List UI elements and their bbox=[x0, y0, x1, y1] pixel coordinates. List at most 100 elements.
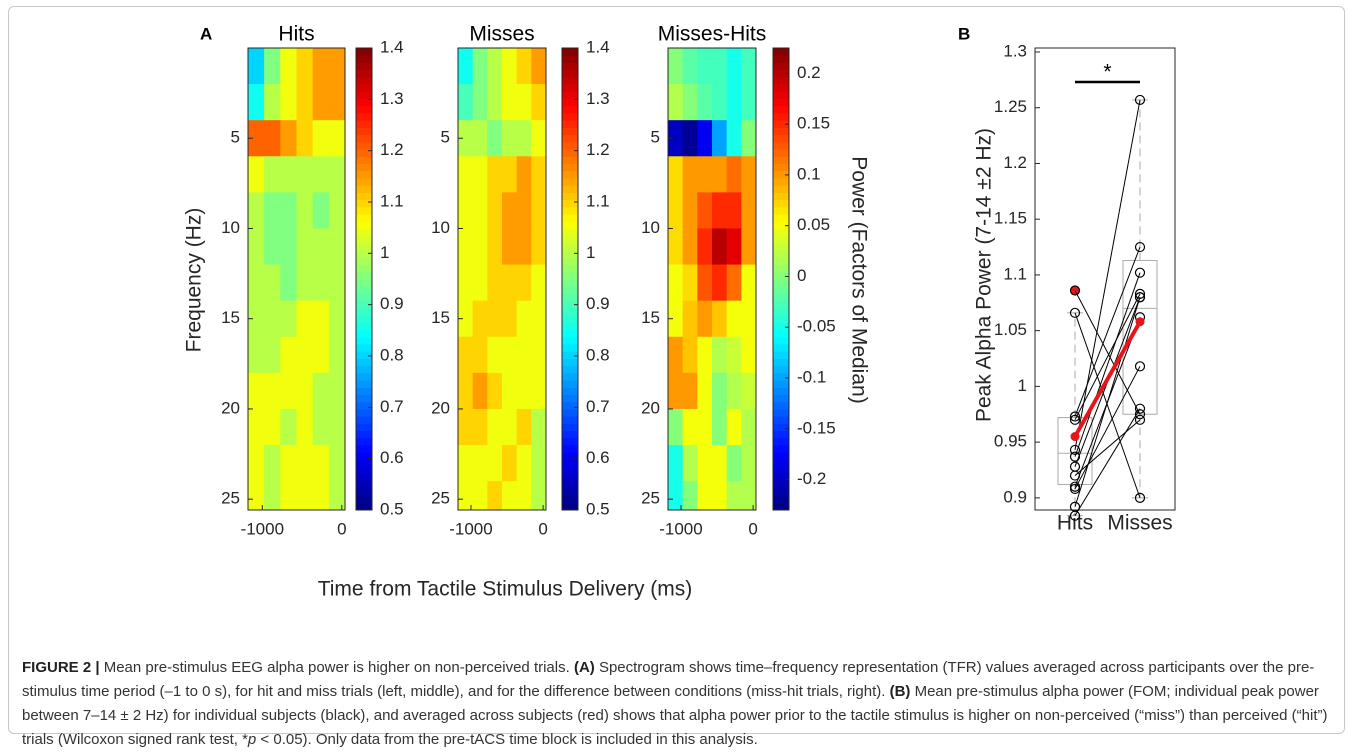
colorbar-step bbox=[356, 466, 372, 475]
heatmap-cell bbox=[280, 48, 297, 85]
colorbar-step bbox=[773, 170, 789, 179]
heatmap-cell bbox=[712, 445, 728, 482]
heatmap-cell bbox=[682, 300, 698, 338]
heatmap-cell bbox=[458, 48, 474, 85]
colorbar-step bbox=[773, 141, 789, 150]
colorbar-step bbox=[356, 481, 372, 489]
heatmap-cell bbox=[248, 228, 265, 266]
axes-box bbox=[1034, 47, 1176, 511]
heatmap-cell bbox=[516, 336, 532, 374]
y-tick-label: 5 bbox=[231, 128, 240, 147]
caption-text: Mean pre-stimulus EEG alpha power is hig… bbox=[99, 659, 574, 676]
heatmap-cell bbox=[280, 372, 297, 410]
colorbar-step bbox=[562, 163, 578, 172]
heatmap-cell bbox=[487, 120, 503, 157]
colorbar-step bbox=[562, 408, 578, 417]
heatmap-cell bbox=[487, 481, 503, 511]
colorbar-step bbox=[562, 170, 578, 179]
colorbar-step bbox=[356, 127, 372, 136]
colorbar-tick-label: -0.05 bbox=[797, 317, 836, 336]
y-tick-label: 25 bbox=[221, 489, 240, 508]
y-tick-label: 0.95 bbox=[994, 432, 1027, 451]
heatmap-cell bbox=[264, 156, 281, 193]
colorbar-step bbox=[773, 387, 789, 395]
colorbar-step bbox=[773, 423, 789, 432]
heatmap-cell bbox=[264, 192, 281, 229]
colorbar-step bbox=[562, 358, 578, 367]
heatmap-cell bbox=[458, 336, 474, 374]
subject-point bbox=[1069, 510, 1081, 521]
colorbar-step bbox=[356, 495, 372, 504]
colorbar-step bbox=[773, 307, 789, 316]
colorbar-step bbox=[562, 343, 578, 352]
heatmap-cell bbox=[487, 445, 503, 482]
colorbar-step bbox=[562, 98, 578, 107]
heatmap-cell bbox=[668, 300, 684, 338]
colorbar-step bbox=[356, 242, 372, 251]
colorbar-step bbox=[356, 336, 372, 345]
colorbar-step bbox=[356, 488, 372, 497]
colorbar-tick-label: 0.7 bbox=[586, 397, 610, 416]
colorbar-step bbox=[562, 112, 578, 121]
heatmap-cell bbox=[248, 408, 265, 446]
y-tick-label: 20 bbox=[221, 398, 240, 417]
heatmap-cell bbox=[296, 264, 314, 302]
colorbar-step bbox=[356, 185, 372, 193]
heatmap-cell bbox=[741, 481, 757, 511]
heatmap-cell bbox=[712, 156, 728, 193]
heatmap-cell bbox=[682, 336, 698, 374]
colorbar-step bbox=[562, 430, 578, 439]
heatmap-cell bbox=[312, 192, 330, 229]
heatmap-cell bbox=[741, 300, 757, 338]
colorbar-step bbox=[356, 69, 372, 78]
heatmap-cell bbox=[296, 48, 314, 85]
colorbar-step bbox=[356, 307, 372, 316]
heatmap-cell bbox=[458, 372, 474, 410]
colorbar-step bbox=[773, 257, 789, 266]
heatmap-cell bbox=[741, 372, 757, 410]
heatmap-cell bbox=[712, 192, 728, 229]
colorbar-tick-label: 1.1 bbox=[380, 191, 404, 210]
colorbar-tick-label: 1.2 bbox=[380, 140, 404, 159]
heatmap-cell bbox=[312, 120, 330, 157]
heatmap-cell bbox=[697, 264, 713, 302]
heatmap-cell bbox=[712, 408, 728, 446]
heatmap-cell bbox=[487, 336, 503, 374]
heatmap-cell bbox=[668, 408, 684, 446]
heatmap-cell bbox=[697, 336, 713, 374]
y-tick-label: 1 bbox=[1018, 376, 1027, 395]
colorbar-step bbox=[356, 91, 372, 100]
colorbar-step bbox=[356, 141, 372, 150]
colorbar-step bbox=[562, 315, 578, 323]
colorbar-step bbox=[562, 300, 578, 309]
subject-line bbox=[1074, 246, 1141, 417]
colorbar-step bbox=[773, 69, 789, 78]
colorbar-step bbox=[562, 91, 578, 100]
colorbar-step bbox=[562, 120, 578, 128]
colorbar-tick-label: 0.9 bbox=[380, 294, 404, 313]
colorbar-tick-label: 0.2 bbox=[797, 63, 821, 82]
colorbar-step bbox=[356, 170, 372, 179]
heatmap-cell bbox=[312, 48, 330, 85]
heatmap-cell bbox=[697, 481, 713, 511]
box bbox=[1057, 417, 1093, 485]
colorbar-step bbox=[356, 271, 372, 280]
heatmap-cell bbox=[264, 84, 281, 121]
heatmap-cell bbox=[248, 481, 265, 511]
y-axis-label: Frequency (Hz) bbox=[183, 208, 206, 353]
colorbar-step bbox=[356, 257, 372, 266]
heatmap-cell bbox=[296, 336, 314, 374]
colorbar-step bbox=[562, 206, 578, 215]
colorbar-step bbox=[773, 192, 789, 201]
heatmap-cell bbox=[328, 156, 346, 193]
colorbar-step bbox=[356, 322, 372, 331]
heatmap-cell bbox=[697, 228, 713, 266]
heatmap-cell bbox=[682, 84, 698, 121]
colorbar-step bbox=[562, 279, 578, 287]
heatmap-cell bbox=[668, 372, 684, 410]
colorbar-step bbox=[773, 322, 789, 331]
y-tick-label: 10 bbox=[221, 218, 240, 237]
colorbar-step bbox=[773, 98, 789, 107]
heatmap-cell bbox=[280, 192, 297, 229]
heatmap-cell bbox=[264, 445, 281, 482]
